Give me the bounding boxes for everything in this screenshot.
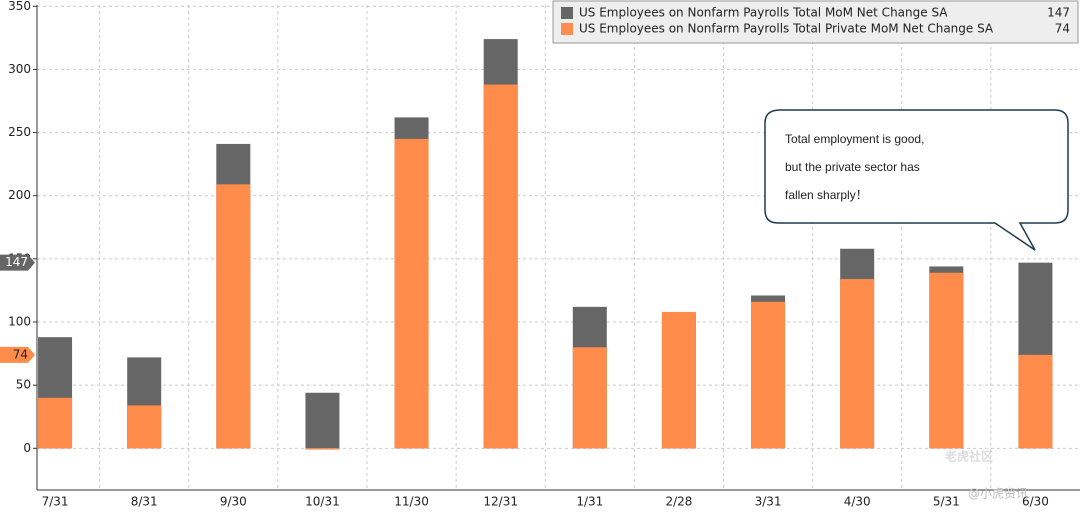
bar <box>394 138 429 449</box>
annotation-text: but the private sector has <box>785 160 920 174</box>
legend-box <box>552 0 1079 44</box>
x-tick-label: 6/30 <box>1022 495 1049 509</box>
bar <box>929 272 964 449</box>
x-tick-label: 7/31 <box>42 495 69 509</box>
axis-value-tag <box>0 346 35 363</box>
annotation-text: Total employment is good, <box>785 132 924 146</box>
bar <box>751 301 786 449</box>
axis-value-label: 74 <box>13 347 28 361</box>
x-tick-label: 4/30 <box>844 495 871 509</box>
bar <box>305 448 340 450</box>
legend-label: US Employees on Nonfarm Payrolls Total P… <box>579 22 994 36</box>
bar <box>305 392 340 449</box>
x-tick-label: 9/30 <box>220 495 247 509</box>
callout <box>764 109 1069 251</box>
legend-value: 74 <box>1055 22 1070 36</box>
bar <box>483 84 518 449</box>
bar <box>840 279 875 449</box>
axis-value-tag <box>0 254 35 271</box>
annotation-text: fallen sharply！ <box>785 188 868 202</box>
x-tick-label: 10/31 <box>305 495 340 509</box>
bar <box>572 347 607 449</box>
y-tick-label: 250 <box>8 125 31 139</box>
legend-value: 147 <box>1047 6 1070 20</box>
x-tick-label: 12/31 <box>483 495 518 509</box>
y-tick-label: 100 <box>8 315 31 329</box>
legend-label: US Employees on Nonfarm Payrolls Total M… <box>579 6 948 20</box>
x-tick-label: 1/31 <box>576 495 603 509</box>
bar <box>661 311 696 449</box>
y-tick-label: 200 <box>8 188 31 202</box>
x-tick-label: 8/31 <box>131 495 158 509</box>
legend-swatch <box>561 23 573 35</box>
y-tick-label: 50 <box>16 378 31 392</box>
watermark: 老虎社区 <box>945 449 993 464</box>
y-tick-label: 0 <box>23 441 31 455</box>
bar <box>216 184 251 449</box>
x-tick-label: 5/31 <box>933 495 960 509</box>
bar <box>1018 354 1053 449</box>
y-tick-label: 350 <box>8 0 31 13</box>
y-tick-label: 300 <box>8 62 31 76</box>
axis-value-label: 147 <box>5 255 28 269</box>
watermark: @小虎资讯 <box>968 487 1028 501</box>
x-tick-label: 3/31 <box>755 495 782 509</box>
x-tick-label: 2/28 <box>665 495 692 509</box>
bar <box>127 405 162 449</box>
bar <box>38 397 73 449</box>
legend-swatch <box>561 7 573 19</box>
x-tick-label: 11/30 <box>394 495 429 509</box>
